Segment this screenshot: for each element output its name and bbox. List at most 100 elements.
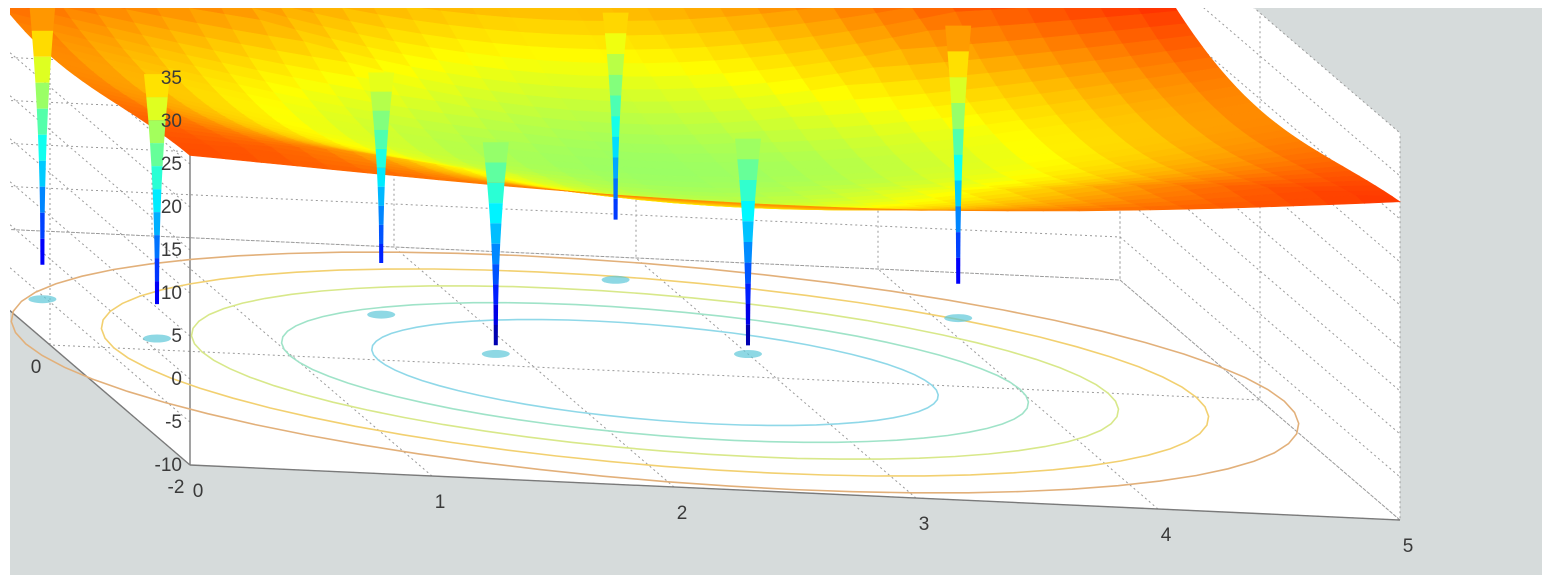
surface-spike: [146, 97, 168, 121]
surface-spike: [741, 200, 755, 222]
surface-spike: [947, 51, 969, 78]
surface-spike: [742, 221, 754, 242]
surface-spike: [31, 30, 54, 57]
surface-spike: [613, 198, 618, 220]
surface-spike: [151, 166, 163, 190]
surface-spike: [610, 95, 622, 117]
x-tick-label: 0: [193, 481, 204, 502]
floor-contour: [100, 268, 1210, 477]
surface-spike: [152, 189, 162, 213]
surface-spike: [154, 281, 160, 305]
surface-spike: [611, 116, 620, 137]
surface-spike: [40, 212, 45, 239]
z-tick-label: 30: [161, 111, 182, 132]
surface-spike: [739, 180, 757, 201]
z-tick-label: 15: [161, 240, 182, 261]
y-gridline: [189, 78, 1401, 521]
surface-spike: [375, 148, 387, 168]
surface-spike: [485, 162, 507, 183]
x-tick-label: 2: [677, 503, 688, 524]
surface-patch: [1338, 185, 1385, 192]
surface-spike: [492, 264, 500, 285]
surface-spike: [490, 223, 502, 244]
surface-spike: [35, 82, 50, 109]
surface-spike: [951, 103, 966, 129]
z-tick-label: 5: [171, 326, 182, 347]
surface-spike: [376, 167, 386, 187]
surface-spike: [36, 108, 48, 135]
surface-spike: [949, 77, 967, 103]
floor-contour: [190, 285, 1120, 460]
z-tick-label: 25: [161, 154, 182, 175]
z-tick-label: 0: [171, 369, 182, 390]
z-tick-label: 10: [161, 283, 182, 304]
surface-patch: [1355, 195, 1401, 204]
surface-spike: [38, 160, 46, 187]
surface-spike: [368, 72, 395, 92]
floor-contour-minimum: [944, 314, 973, 323]
surface-spike: [374, 129, 389, 149]
surface-spike: [154, 258, 160, 282]
surface-spike: [378, 205, 384, 225]
surface-spike: [493, 304, 499, 325]
surface-spike: [40, 238, 45, 265]
surface-spike: [379, 244, 384, 263]
surface-spike: [745, 324, 751, 346]
floor-contour-minimum: [28, 295, 57, 304]
surface-spike: [744, 262, 752, 284]
surface-spike: [745, 304, 751, 325]
floor-contour-minimum: [367, 310, 396, 319]
surface-spike: [954, 180, 962, 207]
surface-spike: [602, 12, 629, 34]
surface-spike: [612, 136, 620, 158]
y-tick-label: -2: [168, 477, 185, 498]
surface-spike: [377, 186, 385, 206]
surface-spike: [956, 257, 961, 284]
surface-spike: [604, 33, 627, 54]
surface-spike: [39, 186, 46, 213]
z-tick-label: 20: [161, 197, 182, 218]
y-tick-label: 0: [31, 357, 42, 378]
surface-spike: [493, 325, 498, 346]
z-tick-label: 35: [161, 68, 182, 89]
surface-spike: [38, 134, 47, 161]
floor-contour-minimum: [143, 334, 171, 343]
surface-spike: [743, 242, 753, 263]
floor-contour: [280, 301, 1030, 444]
surface-spike: [144, 74, 170, 98]
y-axis-line: [10, 309, 191, 466]
floor-contour-minimum: [734, 350, 762, 358]
x-tick-label: 5: [1403, 536, 1414, 557]
surface-spike: [613, 178, 618, 199]
surface-spike: [737, 159, 759, 180]
x-tick-label: 4: [1161, 525, 1172, 546]
surface-spike: [952, 128, 964, 155]
floor-pane: [10, 229, 1400, 520]
surface-spike: [491, 243, 501, 265]
surface-spike: [955, 206, 961, 233]
surface-spike: [150, 143, 164, 167]
surface-spike: [378, 224, 384, 244]
surface-spike: [487, 182, 505, 204]
surface-spike: [735, 138, 761, 160]
floor-contour: [370, 318, 940, 427]
surface-spike: [153, 212, 161, 236]
surface-spike: [606, 54, 625, 75]
x-tick-label: 1: [435, 492, 446, 513]
surface-spike: [745, 283, 751, 304]
surface-spike: [154, 235, 160, 259]
surface-spike: [370, 91, 392, 111]
surface-spike: [372, 110, 390, 130]
surface-spike: [148, 120, 166, 144]
surface-spike: [493, 284, 499, 305]
surface-spike: [953, 154, 963, 181]
surface-spike: [488, 203, 503, 224]
z-tick-label: -10: [155, 455, 182, 476]
surface-spike: [945, 25, 972, 52]
floor-contour: [10, 251, 1300, 494]
x-axis-line: [189, 464, 1401, 521]
floor-contour-minimum: [481, 349, 510, 358]
surface-spike: [482, 142, 509, 163]
